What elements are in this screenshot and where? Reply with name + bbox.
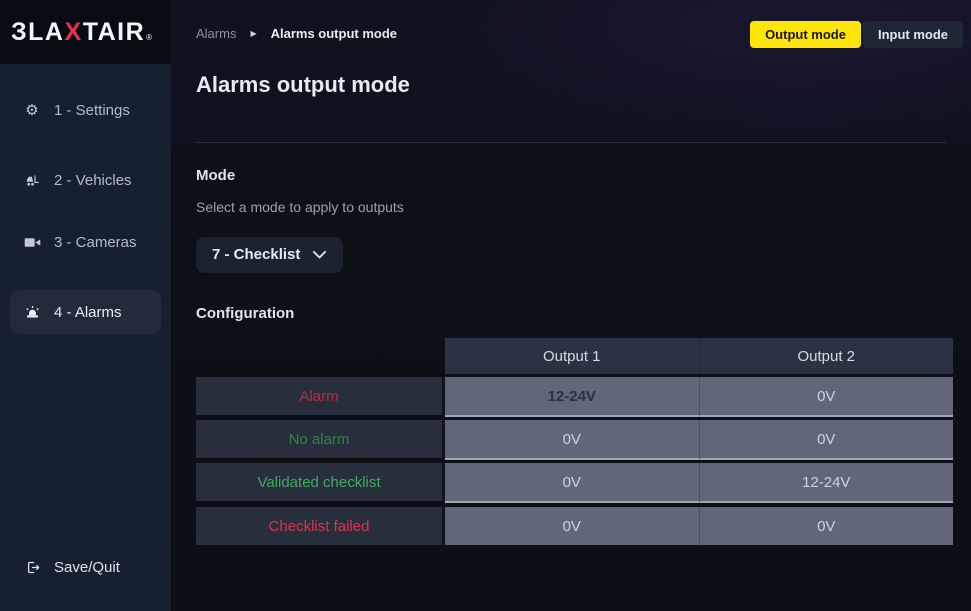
table-row-validated-checklist: Validated checklist 0V 12-24V xyxy=(196,463,953,503)
row-label-no-alarm: No alarm xyxy=(196,420,445,458)
sidebar-item-label: 2 - Vehicles xyxy=(54,171,132,189)
cell-no-alarm-output-2[interactable]: 0V xyxy=(699,420,953,460)
sidebar-bottom: Save/Quit xyxy=(0,549,171,611)
mode-section-hint: Select a mode to apply to outputs xyxy=(196,199,404,215)
mode-dropdown[interactable]: 7 - Checklist xyxy=(196,237,344,273)
table-row-checklist-failed: Checklist failed 0V 0V xyxy=(196,507,953,545)
chevron-down-icon xyxy=(312,250,327,260)
sidebar-item-label: 4 - Alarms xyxy=(54,303,122,321)
column-header-output-1: Output 1 xyxy=(445,338,700,374)
column-header-output-2: Output 2 xyxy=(699,338,953,374)
breadcrumb-current: Alarms output mode xyxy=(270,26,398,41)
siren-icon xyxy=(23,305,41,320)
input-mode-button[interactable]: Input mode xyxy=(862,21,963,48)
page-content: Alarms output mode Mode Select a mode to… xyxy=(171,72,971,545)
registered-mark: ® xyxy=(146,32,154,42)
sidebar-item-label: 1 - Settings xyxy=(54,101,130,119)
sidebar-item-settings[interactable]: ⚙ 1 - Settings xyxy=(10,91,161,129)
save-quit-button[interactable]: Save/Quit xyxy=(10,549,161,585)
logo-accent-x: X xyxy=(64,17,83,46)
page-title: Alarms output mode xyxy=(196,72,410,97)
divider xyxy=(196,142,946,143)
mode-toggle: Output mode Input mode xyxy=(750,21,963,48)
sidebar-item-vehicles[interactable]: 2 - Vehicles xyxy=(10,161,161,199)
logo-text-post: TAIR xyxy=(82,17,146,46)
row-label-validated-checklist: Validated checklist xyxy=(196,463,445,501)
blaxtair-logo: ЗLA X TAIR ® xyxy=(11,17,154,46)
logout-icon xyxy=(24,560,42,575)
output-mode-button[interactable]: Output mode xyxy=(750,21,861,48)
topbar: Alarms ▶ Alarms output mode Output mode … xyxy=(171,0,971,56)
breadcrumb: Alarms ▶ Alarms output mode xyxy=(196,26,397,41)
mode-section-label: Mode xyxy=(196,167,236,184)
table-row-alarm: Alarm 12-24V 0V xyxy=(196,377,953,417)
logo-text-pre: ЗLA xyxy=(11,17,65,46)
table-row-no-alarm: No alarm 0V 0V xyxy=(196,420,953,460)
row-label-alarm: Alarm xyxy=(196,377,445,415)
gear-icon: ⚙ xyxy=(25,102,39,119)
sidebar-item-cameras[interactable]: 3 - Cameras xyxy=(10,223,161,261)
configuration-label: Configuration xyxy=(196,305,295,322)
sidebar-item-alarms[interactable]: 4 - Alarms xyxy=(10,290,161,334)
cell-validated-checklist-output-1[interactable]: 0V xyxy=(445,463,700,503)
logo-band: ЗLA X TAIR ® xyxy=(0,0,171,64)
configuration-table: Output 1 Output 2 Alarm 12-24V 0V No ala… xyxy=(196,338,953,545)
arrow-right-icon: ▶ xyxy=(250,29,257,38)
cell-alarm-output-2[interactable]: 0V xyxy=(699,377,953,417)
video-camera-icon xyxy=(23,236,41,249)
cell-alarm-output-1[interactable]: 12-24V xyxy=(445,377,700,417)
sidebar-item-label: 3 - Cameras xyxy=(54,233,137,251)
cell-checklist-failed-output-1[interactable]: 0V xyxy=(445,507,700,545)
cell-no-alarm-output-1[interactable]: 0V xyxy=(445,420,700,460)
sidebar-menu: ⚙ 1 - Settings 2 - Vehicles 3 - xyxy=(0,91,171,334)
breadcrumb-parent[interactable]: Alarms xyxy=(196,26,237,41)
main-area: Alarms ▶ Alarms output mode Output mode … xyxy=(171,0,971,611)
save-quit-label: Save/Quit xyxy=(54,558,120,576)
sidebar: ЗLA X TAIR ® ⚙ 1 - Settings 2 - Vehicles xyxy=(0,0,171,611)
mode-dropdown-value: 7 - Checklist xyxy=(212,246,301,263)
cell-checklist-failed-output-2[interactable]: 0V xyxy=(699,507,953,545)
table-header-row: Output 1 Output 2 xyxy=(445,338,953,374)
row-label-checklist-failed: Checklist failed xyxy=(196,507,445,545)
cell-validated-checklist-output-2[interactable]: 12-24V xyxy=(699,463,953,503)
forklift-icon xyxy=(23,173,41,188)
